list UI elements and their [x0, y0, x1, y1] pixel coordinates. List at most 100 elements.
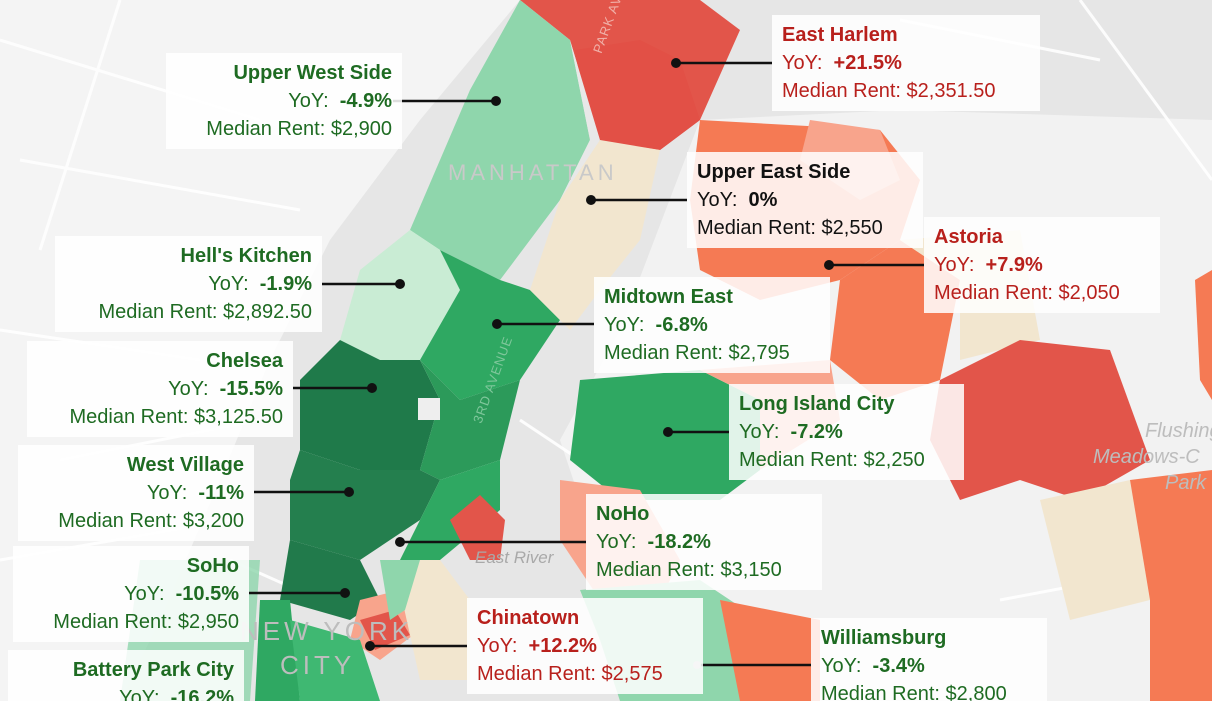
area-murray-hill: [530, 290, 600, 330]
rent-label: Median Rent:: [934, 282, 1053, 304]
city-label: CITY: [280, 650, 356, 680]
yoy-label: YoY:: [821, 655, 862, 677]
rent-value: $2,050: [1058, 282, 1120, 304]
yoy-value: +12.2%: [528, 635, 597, 657]
rent-value: $2,575: [601, 663, 663, 685]
yoy-value: -10.5%: [175, 583, 239, 605]
yoy-label: YoY:: [604, 314, 645, 336]
yoy-value: -11%: [198, 482, 244, 504]
label-midtown-east: Midtown East YoY: -6.8% Median Rent: $2,…: [594, 277, 830, 373]
label-soho: SoHo YoY: -10.5% Median Rent: $2,950: [13, 546, 249, 642]
rent-value: $3,200: [182, 510, 244, 532]
area-little-italy: [380, 560, 420, 620]
label-west-village: West Village YoY: -11% Median Rent: $3,2…: [18, 445, 254, 541]
area-lower-east-side: [450, 495, 505, 560]
area-gramercy: [420, 360, 520, 480]
rent-value: $2,950: [177, 611, 239, 633]
yoy-value: +7.9%: [985, 254, 1043, 276]
area-forest-hills: [1130, 470, 1212, 701]
area-noho: [400, 460, 500, 560]
rent-value: $2,351.50: [906, 80, 996, 102]
yoy-value: -15.5%: [219, 378, 283, 400]
rent-value: $2,892.50: [223, 301, 312, 323]
rent-label: Median Rent:: [206, 118, 326, 140]
yoy-label: YoY:: [477, 635, 518, 657]
yoy-label: YoY:: [782, 52, 823, 74]
rent-label: Median Rent:: [477, 663, 596, 685]
rent-label: Median Rent:: [98, 301, 218, 323]
label-williamsburg: Williamsburg YoY: -3.4% Median Rent: $2,…: [811, 618, 1047, 701]
rent-value: $3,150: [720, 559, 782, 581]
rent-label: Median Rent:: [782, 80, 901, 102]
flushing-label: Flushing: [1145, 420, 1212, 442]
area-east-harlem-2: [575, 40, 700, 150]
yoy-label: YoY:: [596, 531, 637, 553]
area-chelsea: [300, 340, 440, 470]
label-chelsea: Chelsea YoY: -15.5% Median Rent: $3,125.…: [27, 341, 293, 437]
rent-label: Median Rent:: [69, 406, 189, 428]
area-corona: [1020, 340, 1150, 500]
label-long-island-city: Long Island City YoY: -7.2% Median Rent:…: [729, 384, 964, 480]
neighborhood-name: Long Island City: [739, 393, 895, 415]
rent-value: $2,250: [863, 449, 925, 471]
neighborhood-name: Midtown East: [604, 286, 733, 308]
yoy-value: +21.5%: [833, 52, 902, 74]
yoy-value: -6.8%: [655, 314, 708, 336]
area-battery-park-city: [255, 600, 300, 701]
area-soho: [280, 540, 380, 620]
yoy-value: -1.9%: [259, 273, 312, 295]
yoy-value: 0%: [748, 189, 778, 211]
area-chinatown: [360, 610, 410, 650]
yoy-value: -4.9%: [339, 90, 392, 112]
yoy-label: YoY:: [168, 378, 209, 400]
yoy-value: -3.4%: [872, 655, 925, 677]
yoy-label: YoY:: [697, 189, 738, 211]
area-rego-park: [1040, 480, 1150, 620]
yoy-label: YoY:: [934, 254, 975, 276]
label-hells-kitchen: Hell's Kitchen YoY: -1.9% Median Rent: $…: [55, 236, 322, 332]
park-label: Park: [1165, 472, 1207, 494]
neighborhood-name: Williamsburg: [821, 627, 947, 649]
area-upper-west-side: [410, 0, 590, 280]
neighborhood-name: Astoria: [934, 226, 1003, 248]
area-hells-kitchen: [340, 230, 460, 360]
rent-label: Median Rent:: [697, 217, 816, 239]
meadows-label: Meadows-C: [1093, 446, 1200, 468]
yoy-label: YoY:: [208, 273, 249, 295]
label-upper-west-side: Upper West Side YoY: -4.9% Median Rent: …: [166, 53, 402, 149]
yoy-label: YoY:: [124, 583, 165, 605]
area-union-sq: [418, 398, 440, 420]
label-astoria: Astoria YoY: +7.9% Median Rent: $2,050: [924, 217, 1160, 313]
yoy-label: YoY:: [739, 421, 780, 443]
neighborhood-name: SoHo: [186, 555, 239, 577]
yoy-value: -18.2%: [647, 531, 711, 553]
rent-value: $2,550: [821, 217, 883, 239]
label-battery-park-city: Battery Park City YoY: -16.2%: [8, 650, 244, 701]
rent-label: Median Rent:: [604, 342, 723, 364]
area-financial-district: [290, 620, 380, 701]
rent-value: $2,800: [945, 683, 1007, 701]
neighborhood-name: NoHo: [596, 503, 650, 525]
area-flushing-edge: [1195, 270, 1212, 400]
label-east-harlem: East Harlem YoY: +21.5% Median Rent: $2,…: [772, 15, 1040, 111]
neighborhood-name: Chelsea: [206, 350, 283, 372]
neighborhood-name: Upper East Side: [697, 161, 851, 183]
label-noho: NoHo YoY: -18.2% Median Rent: $3,150: [586, 494, 822, 590]
rent-label: Median Rent:: [739, 449, 858, 471]
label-connectors: [249, 61, 924, 667]
yoy-value: -7.2%: [790, 421, 843, 443]
rent-label: Median Rent:: [53, 611, 173, 633]
yoy-label: YoY:: [146, 482, 188, 504]
neighborhood-name: Hell's Kitchen: [180, 245, 312, 267]
neighborhood-name: West Village: [126, 454, 244, 476]
rent-label: Median Rent:: [58, 510, 178, 532]
area-midtown-east: [420, 250, 560, 400]
rent-label: Median Rent:: [821, 683, 940, 701]
label-chinatown: Chinatown YoY: +12.2% Median Rent: $2,57…: [467, 598, 703, 694]
yoy-label: YoY:: [288, 90, 329, 112]
manhattan-map-label: MANHATTAN: [448, 160, 618, 185]
rent-value: $3,125.50: [194, 406, 283, 428]
area-upper-east-side: [530, 140, 660, 290]
area-bushwick: [720, 600, 820, 701]
east-river-label: East River: [475, 548, 554, 567]
